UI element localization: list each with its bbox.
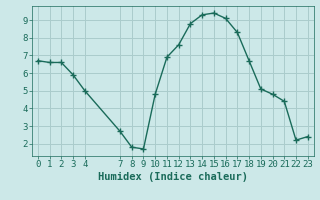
X-axis label: Humidex (Indice chaleur): Humidex (Indice chaleur) bbox=[98, 172, 248, 182]
